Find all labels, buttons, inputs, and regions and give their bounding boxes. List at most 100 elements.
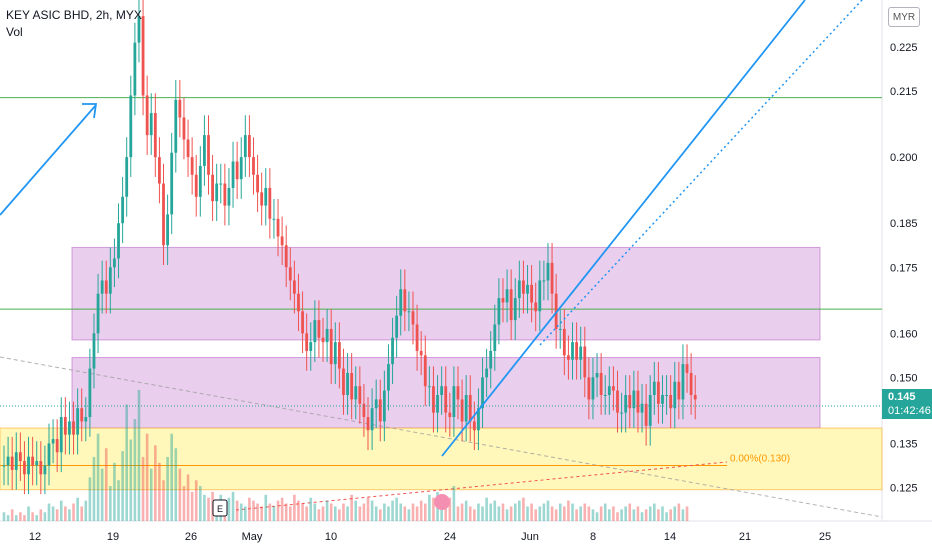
volume-bar [96, 433, 100, 521]
x-tick-label: 25 [819, 531, 831, 543]
candle-body [284, 245, 288, 268]
volume-bar [227, 497, 231, 521]
volume-bar [644, 509, 648, 521]
candle-body [591, 377, 595, 400]
candle-body [505, 289, 509, 303]
candle-body [100, 280, 104, 294]
candle-body [567, 355, 570, 360]
candle-body [10, 456, 14, 470]
candle-body [231, 161, 235, 188]
candle-body [272, 218, 276, 220]
candle-body [497, 298, 501, 325]
candle-body [6, 456, 10, 466]
candle [117, 203, 120, 279]
candle [51, 419, 55, 464]
candle-body [133, 42, 137, 96]
candle-body [59, 417, 63, 453]
earnings-marker-label: E [217, 504, 223, 514]
candle [92, 313, 96, 389]
candle [235, 141, 239, 199]
candle [96, 273, 100, 354]
candle-body [562, 328, 566, 356]
volume-bar [456, 506, 460, 521]
candle [203, 115, 206, 186]
candle [31, 436, 35, 486]
candle-body [76, 408, 80, 435]
candle [194, 154, 198, 217]
candle-body [80, 408, 84, 422]
candle [211, 154, 214, 221]
candle-body [280, 236, 284, 246]
candle-body [297, 293, 300, 312]
candle [243, 115, 247, 177]
candle-body [321, 337, 325, 343]
candle [595, 353, 599, 398]
volume-bar [366, 497, 370, 521]
candle-body [104, 280, 108, 294]
candle-body [329, 328, 333, 365]
candle-body [264, 187, 268, 206]
candle [366, 397, 370, 451]
candle [248, 115, 251, 177]
candle [403, 269, 407, 332]
volume-bar [632, 509, 636, 521]
volume-bar [518, 500, 521, 521]
candle-body [354, 386, 358, 400]
candle [68, 401, 71, 455]
candle [370, 388, 374, 451]
candle-body [366, 417, 370, 431]
y-tick-label: 0.185 [890, 218, 918, 230]
volume-bar [72, 503, 75, 521]
candle-body [579, 346, 583, 360]
volume-bar [354, 500, 358, 521]
volume-bar [583, 503, 587, 521]
candle-body [243, 135, 247, 158]
candle-body [51, 439, 55, 444]
volume-bar [55, 509, 59, 521]
candle-body [358, 386, 362, 404]
volume-bar [280, 497, 284, 521]
candle [178, 80, 182, 138]
volume-bar [440, 500, 443, 521]
candle-body [677, 381, 681, 400]
candle-body [685, 364, 689, 373]
candle-body [313, 320, 317, 343]
currency-button[interactable]: MYR [888, 7, 920, 27]
candle [378, 379, 382, 442]
candle-body [137, 16, 141, 43]
candle [546, 243, 550, 301]
candle-body [2, 465, 6, 467]
candle-body [513, 298, 517, 321]
candle [6, 436, 10, 486]
candle [620, 392, 623, 433]
volume-bar [677, 503, 681, 521]
candle-body [616, 390, 619, 413]
volume-bar [305, 506, 308, 521]
volume-bar [133, 419, 137, 521]
volume-bar [648, 506, 652, 521]
candle-body [575, 342, 578, 360]
candle-body [640, 403, 644, 413]
candle-body [55, 439, 59, 453]
volume-bar [628, 503, 632, 521]
candle-body [493, 324, 497, 351]
candle [84, 397, 88, 442]
candle [284, 225, 288, 288]
candle-body [276, 218, 280, 237]
candle-body [43, 465, 47, 475]
candle-body [669, 394, 673, 409]
candle-body [162, 183, 165, 246]
candle [162, 163, 165, 266]
volume-bar [23, 515, 26, 521]
candle-body [517, 280, 521, 299]
volume-bar [489, 503, 493, 521]
y-tick-label: 0.135 [890, 438, 918, 450]
volume-bar [338, 509, 341, 521]
candle [530, 265, 534, 323]
volume-bar [268, 503, 272, 521]
candle [268, 168, 272, 239]
candle [616, 370, 619, 433]
candle [419, 331, 423, 376]
